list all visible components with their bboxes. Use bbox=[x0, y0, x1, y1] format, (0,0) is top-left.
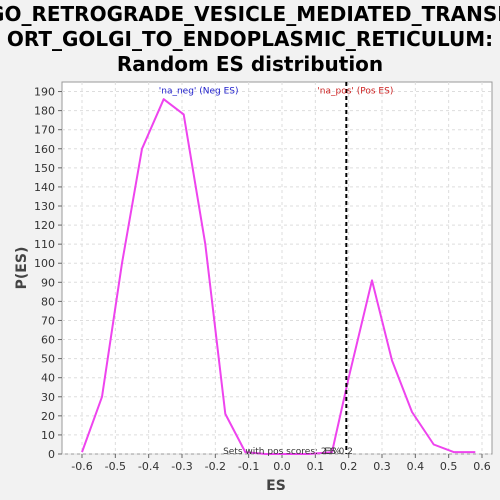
x-tick-label: 0.1 bbox=[307, 460, 325, 473]
x-tick-label: 0.2 bbox=[340, 460, 358, 473]
y-tick-label: 30 bbox=[41, 391, 55, 404]
plot-area bbox=[61, 81, 493, 455]
annotation-label: Sets with pos scores: 23% bbox=[223, 447, 341, 457]
y-tick-label: 50 bbox=[41, 353, 55, 366]
x-tick-label: -0.5 bbox=[105, 460, 126, 473]
x-tick-label: 0.3 bbox=[373, 460, 391, 473]
y-tick-label: 150 bbox=[34, 162, 55, 175]
series-line bbox=[81, 98, 476, 455]
annotation-label: ES 0.2 bbox=[324, 447, 353, 457]
y-tick-label: 120 bbox=[34, 219, 55, 232]
x-tick-label: -0.4 bbox=[138, 460, 159, 473]
y-axis-label: P(ES) bbox=[14, 247, 30, 290]
x-tick-label: 0.4 bbox=[407, 460, 425, 473]
chart-title-line-3: Random ES distribution bbox=[117, 52, 383, 76]
annotations: 'na_neg' (Neg ES) 'na_pos' (Pos ES) Sets w… bbox=[159, 87, 394, 458]
x-axis-label: ES bbox=[266, 478, 286, 494]
x-tick-label: 0.6 bbox=[473, 460, 491, 473]
y-tick-label: 20 bbox=[41, 410, 55, 423]
y-tick-label: 180 bbox=[34, 105, 55, 118]
x-axis-ticks: -0.6 -0.5 -0.4 -0.3 -0.2 -0.1 0.0 0.1 0.2 0.3 0.4 0… bbox=[71, 454, 491, 473]
y-tick-label: 140 bbox=[34, 181, 55, 194]
annotation-label: 'na_pos' (Pos ES) bbox=[317, 87, 393, 97]
y-tick-label: 90 bbox=[41, 276, 55, 289]
y-tick-label: 10 bbox=[41, 429, 55, 442]
x-tick-label: -0.1 bbox=[238, 460, 259, 473]
y-tick-label: 80 bbox=[41, 295, 55, 308]
y-tick-label: 40 bbox=[41, 372, 55, 385]
x-tick-label: -0.2 bbox=[205, 460, 226, 473]
chart-title-line-1: GO_RETROGRADE_VESICLE_MEDIATED_TRANSP bbox=[0, 2, 500, 26]
x-tick-label: 0.5 bbox=[440, 460, 458, 473]
y-tick-label: 170 bbox=[34, 124, 55, 137]
y-tick-label: 110 bbox=[34, 238, 55, 251]
y-tick-label: 130 bbox=[34, 200, 55, 213]
y-tick-label: 0 bbox=[48, 448, 55, 461]
series-group bbox=[81, 98, 476, 455]
y-axis-ticks: 0 10 20 30 40 50 60 70 80 90 100 110 120 130 140 150 160… bbox=[34, 86, 62, 461]
x-tick-label: 0.0 bbox=[273, 460, 291, 473]
x-tick-label: -0.6 bbox=[71, 460, 92, 473]
y-tick-label: 160 bbox=[34, 143, 55, 156]
y-tick-label: 190 bbox=[34, 86, 55, 99]
y-tick-label: 70 bbox=[41, 314, 55, 327]
y-tick-label: 100 bbox=[34, 257, 55, 270]
y-tick-label: 60 bbox=[41, 334, 55, 347]
x-tick-label: -0.3 bbox=[171, 460, 192, 473]
chart-title-line-2: ORT_GOLGI_TO_ENDOPLASMIC_RETICULUM: bbox=[7, 27, 493, 51]
grid bbox=[62, 82, 492, 455]
annotation-label: 'na_neg' (Neg ES) bbox=[159, 87, 239, 97]
